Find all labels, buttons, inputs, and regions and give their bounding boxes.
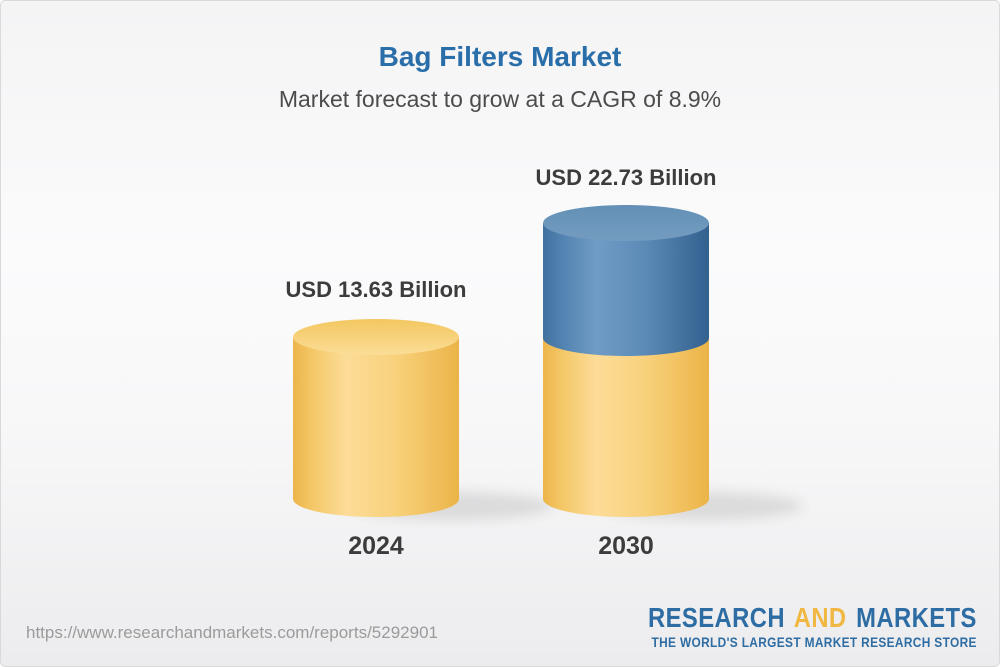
logo-word-and: AND — [793, 602, 847, 633]
chart-subtitle: Market forecast to grow at a CAGR of 8.9… — [278, 86, 722, 112]
logo-word-research: RESEARCH — [648, 602, 786, 633]
logo-wordmark: RESEARCH AND MARKETS — [648, 604, 977, 632]
bar-2024-cylinder-top — [293, 319, 459, 355]
bar-2030-category-label: 2030 — [598, 532, 654, 560]
bar-2024-cylinder-body — [293, 337, 459, 517]
research-and-markets-logo: RESEARCH AND MARKETS THE WORLD'S LARGEST… — [648, 604, 977, 651]
bar-2030-value-label: USD 22.73 Billion — [535, 165, 717, 190]
report-url-link[interactable]: https://www.researchandmarkets.com/repor… — [26, 623, 438, 642]
bar-2030-cylinder-top — [543, 205, 709, 241]
bar-2030-growth-segment — [543, 223, 709, 356]
bar-2024-value-label: USD 13.63 Billion — [285, 277, 467, 302]
bar-2030-base-segment — [543, 338, 709, 517]
bar-2024-category-label: 2024 — [348, 532, 404, 560]
logo-word-markets: MARKETS — [856, 602, 977, 633]
page-title: Bag Filters Market — [378, 41, 622, 72]
logo-tagline: THE WORLD'S LARGEST MARKET RESEARCH STOR… — [651, 634, 977, 650]
